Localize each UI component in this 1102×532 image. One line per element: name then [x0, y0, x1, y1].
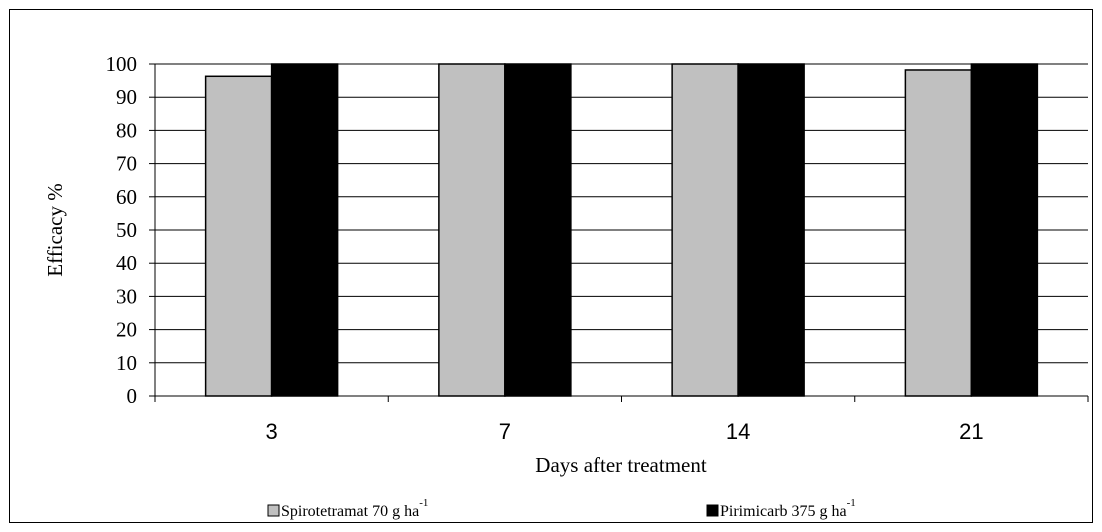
bar-series1-day-7: [504, 63, 572, 397]
bar-series0-day-14: [671, 63, 739, 397]
bar-series0-day-7: [438, 63, 506, 397]
legend-label-pirimicarb-exponent: -1: [847, 497, 856, 509]
bar-series0-day-21: [904, 69, 973, 397]
y-tick-label-0: 0: [127, 384, 138, 408]
legend-swatch-pirimicarb: [706, 504, 719, 517]
y-tick-label-60: 60: [116, 185, 137, 209]
y-axis-label: Efficacy %: [43, 183, 67, 276]
bar-series1-day-14: [737, 63, 805, 397]
y-tick-label-50: 50: [116, 218, 137, 242]
bar-series1-day-3: [270, 63, 339, 397]
legend-label-pirimicarb-name: Pirimicarb 375 g ha: [720, 503, 847, 520]
legend: Spirotetramat 70 g ha-1 Pirimicarb 375 g…: [267, 497, 856, 520]
y-tick-label-70: 70: [116, 152, 137, 176]
bar-series1-day-21: [970, 63, 1039, 397]
bar-series0-day-3: [204, 75, 273, 397]
x-tick-labels: 3 7 14 21: [266, 419, 984, 444]
legend-label-pirimicarb: Pirimicarb 375 g ha-1: [720, 497, 856, 520]
x-tick-label-3: 3: [266, 419, 278, 444]
axes: [149, 63, 1089, 402]
y-tick-label-20: 20: [116, 318, 137, 342]
y-tick-label-40: 40: [116, 251, 137, 275]
x-tick-label-14: 14: [726, 419, 750, 444]
x-tick-label-21: 21: [959, 419, 983, 444]
legend-swatch-spirotetramat: [267, 504, 280, 517]
y-tick-labels: 0 10 20 30 40 50 60 70 80 90 100: [106, 52, 138, 408]
x-tick-label-7: 7: [499, 419, 511, 444]
y-tick-label-100: 100: [106, 52, 138, 76]
legend-label-spirotetramat: Spirotetramat 70 g ha-1: [281, 497, 428, 520]
y-tick-label-30: 30: [116, 284, 137, 308]
x-axis-label: Days after treatment: [535, 453, 707, 477]
legend-label-spirotetramat-name: Spirotetramat 70 g ha: [281, 503, 419, 520]
y-tick-label-90: 90: [116, 85, 137, 109]
y-tick-label-80: 80: [116, 118, 137, 142]
y-tick-label-10: 10: [116, 351, 137, 375]
legend-label-spirotetramat-exponent: -1: [419, 497, 428, 509]
